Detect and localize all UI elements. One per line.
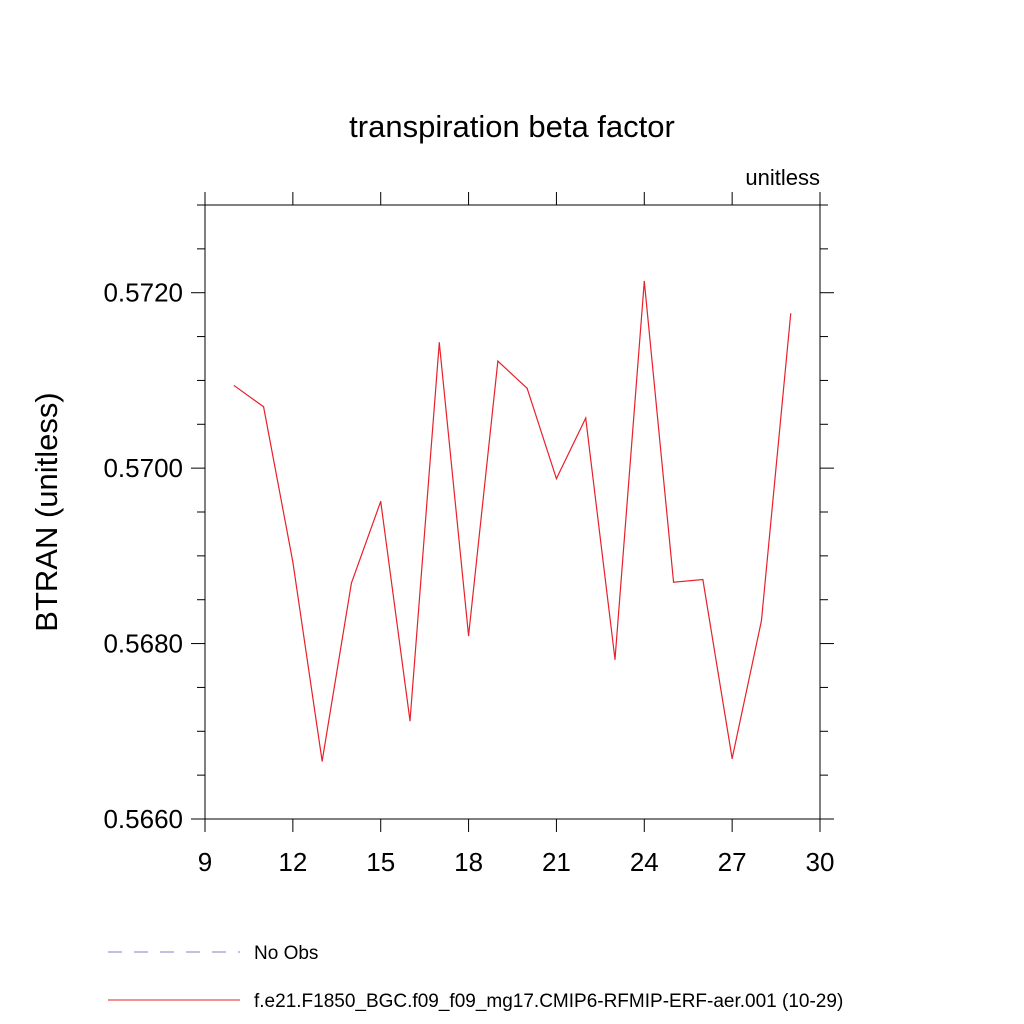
- y-tick-label: 0.5680: [103, 629, 183, 659]
- data-point: [292, 561, 294, 563]
- y-axis-label: BTRAN (unitless): [29, 392, 64, 631]
- data-point: [526, 387, 528, 389]
- data-point: [321, 760, 323, 762]
- legend-label: No Obs: [254, 943, 318, 964]
- data-point: [497, 360, 499, 362]
- x-tick-label: 24: [630, 847, 659, 877]
- data-point: [643, 280, 645, 282]
- data-point: [672, 581, 675, 583]
- x-tick-label: 27: [718, 847, 747, 877]
- series-line: [233, 281, 792, 762]
- plot-frame: [204, 204, 821, 820]
- data-point: [585, 417, 587, 419]
- x-tick-label: 21: [542, 847, 571, 877]
- data-point: [438, 342, 440, 344]
- y-tick-label: 0.5720: [103, 278, 183, 308]
- chart-title: transpiration beta factor: [349, 109, 675, 144]
- data-point: [702, 578, 704, 581]
- x-tick-label: 30: [806, 847, 835, 877]
- chart-subtitle-units: unitless: [745, 165, 820, 190]
- data-point: [467, 635, 470, 637]
- data-point: [790, 313, 792, 315]
- data-point: [555, 478, 558, 480]
- x-tick-label: 15: [366, 847, 395, 877]
- data-point: [614, 658, 616, 660]
- data-point: [233, 385, 235, 387]
- data-point: [262, 406, 265, 408]
- y-axis-ticks: 0.5660 0.5680 0.5700 0.5720: [103, 204, 834, 834]
- legend: No Obs f.e21.F1850_BGC.f09_f09_mg17.CMIP6…: [108, 943, 843, 1012]
- y-tick-label: 0.5700: [103, 453, 183, 483]
- data-point: [731, 757, 733, 760]
- data-point: [350, 582, 353, 584]
- legend-label: f.e21.F1850_BGC.f09_f09_mg17.CMIP6-RFMIP…: [254, 991, 843, 1012]
- series-layer: [233, 280, 792, 762]
- x-tick-label: 18: [454, 847, 483, 877]
- y-tick-label: 0.5660: [103, 804, 183, 834]
- x-tick-label: 9: [198, 847, 212, 877]
- data-point: [380, 500, 382, 503]
- data-point: [409, 720, 411, 722]
- x-tick-label: 12: [278, 847, 307, 877]
- data-point: [760, 620, 763, 622]
- x-axis-ticks: 9 12 15 18 21 24 27 30: [198, 192, 835, 877]
